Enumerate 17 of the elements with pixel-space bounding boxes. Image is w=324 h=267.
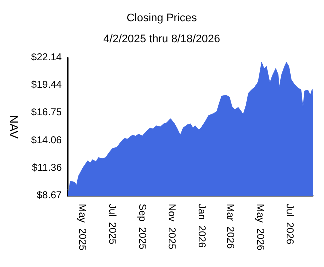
y-tick-label: $19.44	[31, 80, 62, 92]
x-tick-label: Jan 2026	[196, 204, 207, 248]
y-tick-label: $11.36	[32, 162, 62, 174]
chart-subtitle: 4/2/2025 thru 8/18/2026	[104, 34, 220, 46]
x-tick-label: May 2026	[254, 204, 266, 252]
y-tick-label: $16.75	[31, 108, 62, 119]
x-tick-label: Jul 2026	[284, 204, 296, 246]
y-tick-label: $14.06	[31, 135, 62, 146]
y-tick-label: $8.67	[36, 190, 62, 202]
y-axis-title: NAV	[7, 115, 21, 139]
x-tick-label: Jul 2025	[106, 204, 118, 246]
x-tick-label: May 2025	[76, 204, 88, 252]
y-tick-label: $22.14	[31, 52, 62, 64]
x-tick-label: Sep 2025	[136, 204, 148, 250]
x-tick-label: Nov 2025	[166, 204, 178, 250]
chart-title: Closing Prices	[126, 12, 198, 24]
x-tick-label: Mar 2026	[224, 204, 236, 250]
